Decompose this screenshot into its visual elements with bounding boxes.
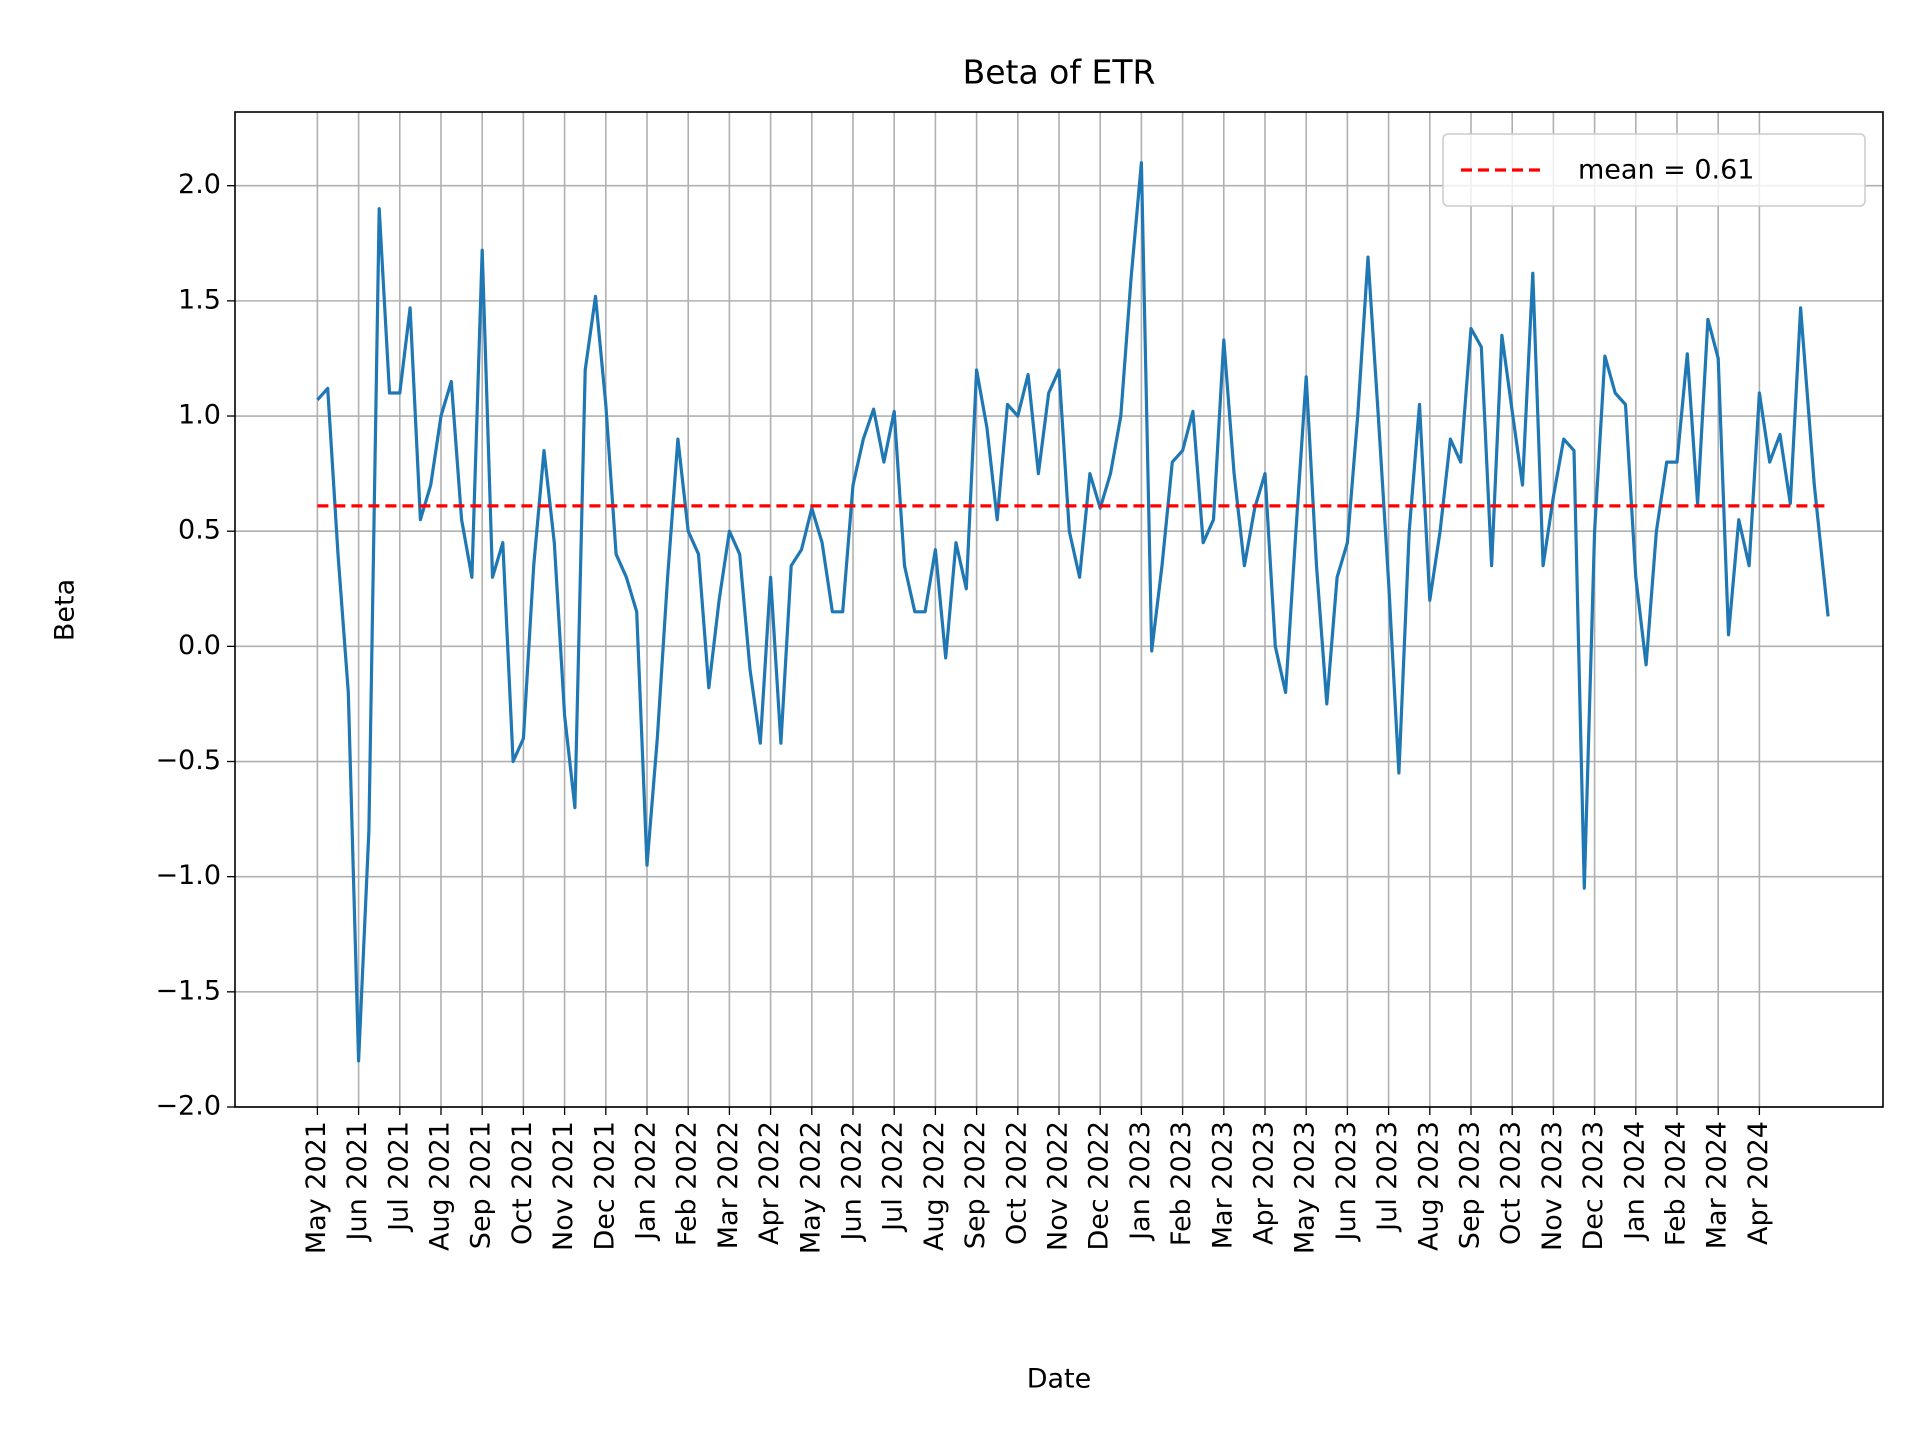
x-tick-label: Oct 2021 [507,1121,538,1245]
x-tick-label: Jul 2023 [1372,1121,1403,1233]
y-axis-label: Beta [50,579,81,641]
y-tick-label: −0.5 [155,745,221,776]
x-tick-label: Aug 2021 [425,1121,456,1251]
x-tick-label: Aug 2022 [919,1121,950,1251]
x-tick-label: Mar 2023 [1207,1121,1238,1249]
x-tick-label: Jul 2022 [878,1121,909,1233]
y-tick-label: −2.0 [155,1091,221,1122]
x-tick-label: Feb 2024 [1661,1121,1692,1246]
x-tick-label: Dec 2023 [1578,1121,1609,1251]
x-tick-label: Aug 2023 [1413,1121,1444,1251]
x-tick-label: Jun 2021 [342,1121,373,1242]
legend-label: mean = 0.61 [1578,155,1754,186]
x-tick-label: Nov 2022 [1043,1121,1074,1251]
x-tick-label: Dec 2022 [1084,1121,1115,1251]
x-tick-label: May 2022 [795,1121,826,1254]
x-tick-label: Jul 2021 [383,1121,414,1233]
chart-title: Beta of ETR [963,53,1156,92]
x-tick-label: Nov 2023 [1537,1121,1568,1251]
x-tick-label: Jun 2023 [1331,1121,1362,1242]
data-line [316,161,1830,1063]
legend-box [1442,133,1866,207]
x-tick-label: Feb 2023 [1166,1121,1197,1246]
x-tick-label: Oct 2023 [1496,1121,1527,1245]
x-tick-label: Jan 2023 [1125,1121,1156,1242]
x-tick-label: Jan 2024 [1619,1121,1650,1242]
x-tick-label: Jun 2022 [837,1121,868,1242]
x-tick-label: Dec 2021 [589,1121,620,1251]
y-tick-label: 1.0 [178,400,221,431]
x-tick-label: Mar 2024 [1702,1121,1733,1249]
y-tick-label: 1.5 [178,284,221,315]
x-tick-label: May 2023 [1290,1121,1321,1254]
x-tick-label: Sep 2021 [466,1121,497,1249]
x-tick-label: Nov 2021 [548,1121,579,1251]
y-tick-label: 2.0 [178,169,221,200]
x-tick-label: May 2021 [301,1121,332,1254]
x-tick-label: Oct 2022 [1001,1121,1032,1245]
x-tick-label: Feb 2022 [672,1121,703,1246]
x-tick-label: Sep 2023 [1455,1121,1486,1249]
y-tick-label: −1.0 [155,860,221,891]
y-tick-label: 0.5 [178,515,221,546]
x-tick-label: Apr 2022 [754,1121,785,1245]
y-tick-label: −1.5 [155,975,221,1006]
x-tick-label: Apr 2024 [1743,1121,1774,1245]
y-tick-label: 0.0 [178,630,221,661]
x-axis-label: Date [1027,1364,1092,1395]
x-tick-label: Mar 2022 [713,1121,744,1249]
x-tick-label: Sep 2022 [960,1121,991,1249]
x-tick-label: Apr 2023 [1249,1121,1280,1245]
x-tick-label: Jan 2022 [631,1121,662,1242]
plot-frame [234,111,1884,1108]
